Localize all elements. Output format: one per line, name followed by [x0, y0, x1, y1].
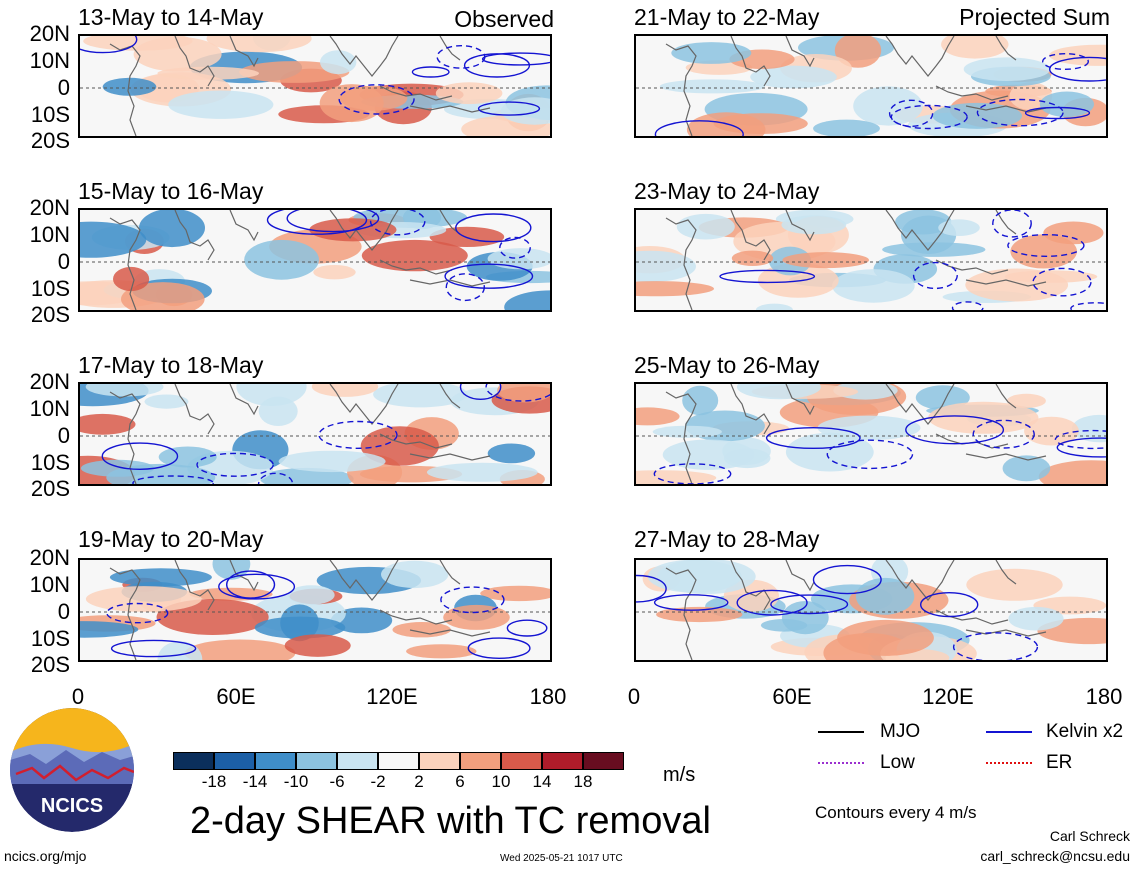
lat-label-row2-2: 0	[57, 249, 70, 274]
lat-label-row1-3: 10S	[30, 102, 70, 127]
colorbar-swatch	[214, 752, 255, 770]
projected-sum-label: Projected Sum	[959, 4, 1110, 30]
lon-label-180-right: 180	[1085, 684, 1123, 709]
panel-title-proj-4: 27-May to 28-May	[634, 526, 820, 552]
map-panel-obs-3	[78, 382, 552, 486]
lon-label-60e-right: 60E	[772, 684, 812, 709]
lat-label-row3-4: 20S	[30, 476, 70, 501]
legend-label-er: ER	[1046, 752, 1073, 773]
colorbar-tick-label: -6	[329, 772, 345, 791]
lat-label-row1-1: 10N	[29, 48, 70, 73]
legend-label-mjo: MJO	[880, 721, 921, 742]
panel-title-proj-2: 23-May to 24-May	[634, 178, 820, 204]
colorbar-swatch	[419, 752, 460, 770]
colorbar-tick-label: -2	[370, 772, 386, 791]
lat-label-row1-4: 20S	[30, 128, 70, 153]
units-label: m/s	[663, 764, 696, 786]
colorbar-tick-label: 14	[532, 772, 552, 791]
ncics-logo-text: NCICS	[41, 795, 103, 817]
map-panel-obs-2	[78, 208, 552, 312]
map-panel-proj-1	[634, 34, 1108, 138]
lat-label-row4-1: 10N	[29, 572, 70, 597]
panel-title-proj-3: 25-May to 26-May	[634, 352, 820, 378]
lat-label-row4-3: 10S	[30, 626, 70, 651]
colorbar-swatch	[173, 752, 214, 770]
legend-line-er	[986, 762, 1032, 764]
map-panel-proj-2	[634, 208, 1108, 312]
lon-label-120e-left: 120E	[366, 684, 418, 709]
colorbar-swatch	[583, 752, 624, 770]
lat-label-row2-1: 10N	[29, 222, 70, 247]
colorbar-swatch	[296, 752, 337, 770]
legend-label-kelvin: Kelvin x2	[1046, 721, 1124, 742]
ncics-logo: NCICS	[10, 708, 134, 832]
colorbar-swatch	[542, 752, 583, 770]
lat-label-row2-4: 20S	[30, 302, 70, 327]
lat-label-row3-1: 10N	[29, 396, 70, 421]
lon-label-60e-left: 60E	[216, 684, 256, 709]
lat-label-row3-0: 20N	[29, 369, 70, 394]
colorbar-swatch	[460, 752, 501, 770]
lat-label-row3-3: 10S	[30, 450, 70, 475]
map-panel-proj-4	[634, 558, 1108, 662]
colorbar-swatch	[378, 752, 419, 770]
lon-label-120e-right: 120E	[922, 684, 974, 709]
legend-line-mjo	[818, 731, 864, 733]
colorbar-tick-label: -14	[242, 772, 268, 791]
panel-title-proj-1: 21-May to 22-May	[634, 4, 820, 30]
legend-line-kelvin	[986, 731, 1032, 733]
lat-label-row1-2: 0	[57, 75, 70, 100]
map-panel-obs-4	[78, 558, 552, 662]
panel-title-obs-4: 19-May to 20-May	[78, 526, 264, 552]
colorbar-tick-label: 10	[491, 772, 511, 791]
colorbar-tick-label: 18	[573, 772, 593, 791]
panel-title-obs-1: 13-May to 14-May	[78, 4, 264, 30]
lon-label-180-left: 180	[529, 684, 567, 709]
colorbar-swatch	[501, 752, 542, 770]
contour-note: Contours every 4 m/s	[815, 803, 977, 822]
footer-email: carl_schreck@ncsu.edu	[980, 848, 1130, 864]
footer-url: ncics.org/mjo	[4, 848, 87, 864]
colorbar-tick-label: 2	[414, 772, 424, 791]
legend-line-low	[818, 762, 864, 764]
colorbar-swatch	[255, 752, 296, 770]
panel-title-obs-3: 17-May to 18-May	[78, 352, 264, 378]
colorbar-tick-label: -10	[283, 772, 309, 791]
colorbar-swatch	[337, 752, 378, 770]
lat-label-row2-0: 20N	[29, 195, 70, 220]
colorbar-tick-label: 6	[455, 772, 465, 791]
lon-label-0-left: 0	[71, 684, 85, 709]
lon-label-0-right: 0	[627, 684, 641, 709]
legend-label-low: Low	[880, 752, 915, 773]
footer-author: Carl Schreck	[1049, 828, 1130, 844]
lat-label-row1-0: 20N	[29, 21, 70, 46]
observed-label: Observed	[454, 6, 554, 32]
main-title: 2-day SHEAR with TC removal	[190, 800, 711, 842]
map-panel-obs-1	[78, 34, 552, 138]
footer-timestamp: Wed 2025-05-21 1017 UTC	[500, 853, 623, 864]
lat-label-row4-4: 20S	[30, 652, 70, 677]
lat-label-row4-0: 20N	[29, 545, 70, 570]
panel-title-obs-2: 15-May to 16-May	[78, 178, 264, 204]
lat-label-row2-3: 10S	[30, 276, 70, 301]
lat-label-row4-2: 0	[57, 599, 70, 624]
lat-label-row3-2: 0	[57, 423, 70, 448]
colorbar-tick-label: -18	[201, 772, 227, 791]
map-panel-proj-3	[634, 382, 1108, 486]
